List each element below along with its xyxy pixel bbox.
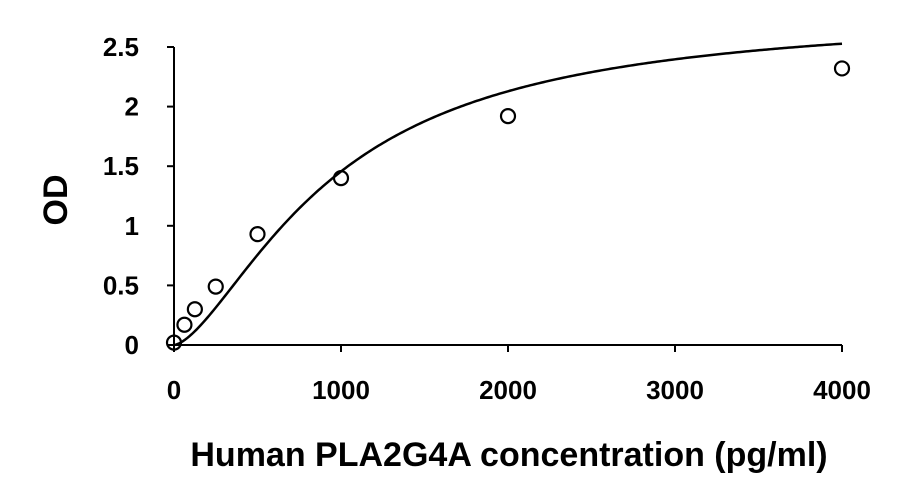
data-point — [207, 278, 224, 295]
data-point — [833, 60, 851, 77]
y-tick-label: 2 — [125, 92, 139, 122]
fit-curve — [173, 42, 843, 347]
data-point — [249, 226, 266, 243]
x-axis-title: Human PLA2G4A concentration (pg/ml) — [190, 436, 827, 474]
y-tick-label: 2.5 — [103, 32, 139, 62]
data-points — [165, 60, 851, 351]
data-point — [176, 316, 193, 333]
y-tick-label: 0 — [125, 330, 139, 360]
y-axis-title: OD — [37, 175, 75, 226]
data-point — [186, 301, 203, 318]
x-tick-label: 1000 — [312, 375, 370, 405]
y-tick-label: 0.5 — [103, 270, 139, 300]
y-tick-marks — [167, 46, 174, 346]
x-tick-label: 4000 — [813, 375, 871, 405]
x-tick-label: 2000 — [479, 375, 537, 405]
x-tick-label: 0 — [167, 375, 181, 405]
data-point — [332, 170, 350, 187]
data-point — [499, 108, 517, 125]
x-tick-marks — [173, 345, 843, 352]
x-tick-labels: 0 1000 2000 3000 4000 — [167, 375, 871, 405]
y-tick-label: 1 — [125, 211, 139, 241]
y-tick-labels: 0 0.5 1 1.5 2 2.5 — [103, 32, 139, 360]
data-point — [165, 334, 183, 351]
x-tick-label: 3000 — [646, 375, 704, 405]
y-tick-label: 1.5 — [103, 151, 139, 181]
